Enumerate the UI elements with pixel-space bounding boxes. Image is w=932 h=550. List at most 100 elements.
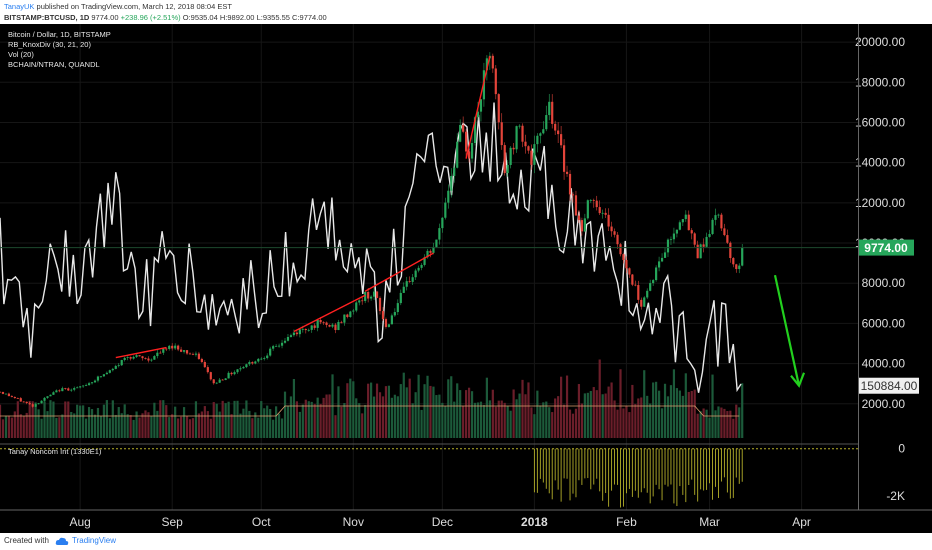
volume-bar <box>280 418 284 438</box>
volume-bar <box>542 402 545 438</box>
candle-body <box>619 244 622 255</box>
volume-bar <box>574 408 578 438</box>
candle-body <box>738 265 741 270</box>
tradingview-cloud-icon <box>55 537 69 545</box>
author-link[interactable]: TanayUK <box>4 2 35 11</box>
candle-body <box>147 358 150 361</box>
volume-bar <box>52 401 55 438</box>
volume-bar <box>233 400 236 438</box>
last-price-tag-label: 9774.00 <box>864 241 908 255</box>
volume-bar <box>378 392 382 438</box>
volume-bar <box>313 404 316 438</box>
volume-bar <box>598 359 601 438</box>
candle-body <box>43 397 46 401</box>
candle-body <box>494 68 497 95</box>
volume-bar <box>723 408 726 438</box>
chart-canvas[interactable]: 20000.00 18000.00 16000.00 14000.00 12000.00… <box>0 24 932 533</box>
candle-body <box>548 101 551 116</box>
volume-bar <box>43 401 46 438</box>
volume-bar <box>283 391 287 438</box>
x-tick-label: Aug <box>69 515 90 529</box>
volume-bar <box>206 411 209 438</box>
volume-bar <box>545 401 548 438</box>
down-arrow-icon <box>773 274 801 386</box>
volume-bar <box>515 399 518 438</box>
candle-body <box>340 321 343 323</box>
candle-body <box>203 362 206 368</box>
volume-bar <box>191 418 195 438</box>
volume-bar <box>25 412 28 438</box>
candle-body <box>165 348 168 350</box>
volume-bar <box>589 390 592 438</box>
volume-bar <box>242 408 245 438</box>
candle-body <box>562 145 566 172</box>
volume-bar <box>411 403 414 438</box>
candle-body <box>343 314 346 323</box>
candle-body <box>13 396 16 399</box>
candle-body <box>292 332 296 336</box>
divergence-line <box>364 252 434 292</box>
volume-bar <box>408 378 411 438</box>
volume-bar <box>105 400 108 438</box>
candle-body <box>82 385 85 387</box>
candle-body <box>218 379 221 383</box>
candle-body <box>96 376 100 381</box>
volume-bar <box>646 395 649 438</box>
candle-body <box>485 58 488 71</box>
candle-body <box>260 358 263 360</box>
volume-bar <box>355 398 358 438</box>
footer-created: Created with <box>4 536 49 545</box>
volume-bar <box>165 405 168 438</box>
candle-body <box>607 214 610 227</box>
candle-body <box>283 340 287 343</box>
volume-bar <box>527 382 530 438</box>
candle-body <box>1 392 5 394</box>
volume-bar <box>236 400 239 438</box>
volume-bar <box>117 407 120 438</box>
tradingview-brand[interactable]: TradingView <box>72 536 117 545</box>
candle-body <box>40 400 43 404</box>
volume-bar <box>568 409 572 438</box>
volume-bar <box>129 415 132 438</box>
volume-bar <box>429 385 432 438</box>
volume-bar <box>503 402 506 438</box>
candle-body <box>699 244 702 259</box>
candle-body <box>678 222 681 230</box>
candle-body <box>209 372 212 380</box>
candle-body <box>301 328 304 330</box>
candle-body <box>257 358 260 362</box>
volume-bar <box>182 407 186 438</box>
volume-ma-line <box>0 405 740 417</box>
volume-bar <box>702 408 705 438</box>
candle-body <box>263 358 266 359</box>
volume-bar <box>346 383 349 438</box>
volume-bar <box>364 404 367 438</box>
volume-bar <box>40 418 43 438</box>
candle-body <box>435 239 438 247</box>
volume-bar <box>372 396 376 438</box>
volume-bar <box>675 388 678 438</box>
candle-body <box>266 355 269 359</box>
volume-bar <box>343 403 346 438</box>
volume-bar <box>726 411 729 438</box>
candle-body <box>672 233 676 240</box>
candle-body <box>571 194 575 196</box>
candle-body <box>162 348 165 353</box>
candle-body <box>334 324 337 331</box>
volume-bar <box>494 406 497 438</box>
candle-body <box>355 302 358 311</box>
volume-bar <box>93 414 97 438</box>
volume-bar <box>539 405 542 438</box>
volume-bar <box>497 400 500 438</box>
volume-bar <box>562 404 566 438</box>
candle-body <box>568 173 572 195</box>
y-tick-label: 20000.00 <box>855 35 905 49</box>
volume-bar <box>70 411 73 438</box>
volume-bar <box>141 413 144 438</box>
candle-body <box>693 233 696 245</box>
volume-bar <box>58 417 61 438</box>
candle-body <box>289 335 293 337</box>
candle-body <box>325 322 328 325</box>
volume-bar <box>269 409 272 438</box>
volume-bar <box>0 404 2 438</box>
